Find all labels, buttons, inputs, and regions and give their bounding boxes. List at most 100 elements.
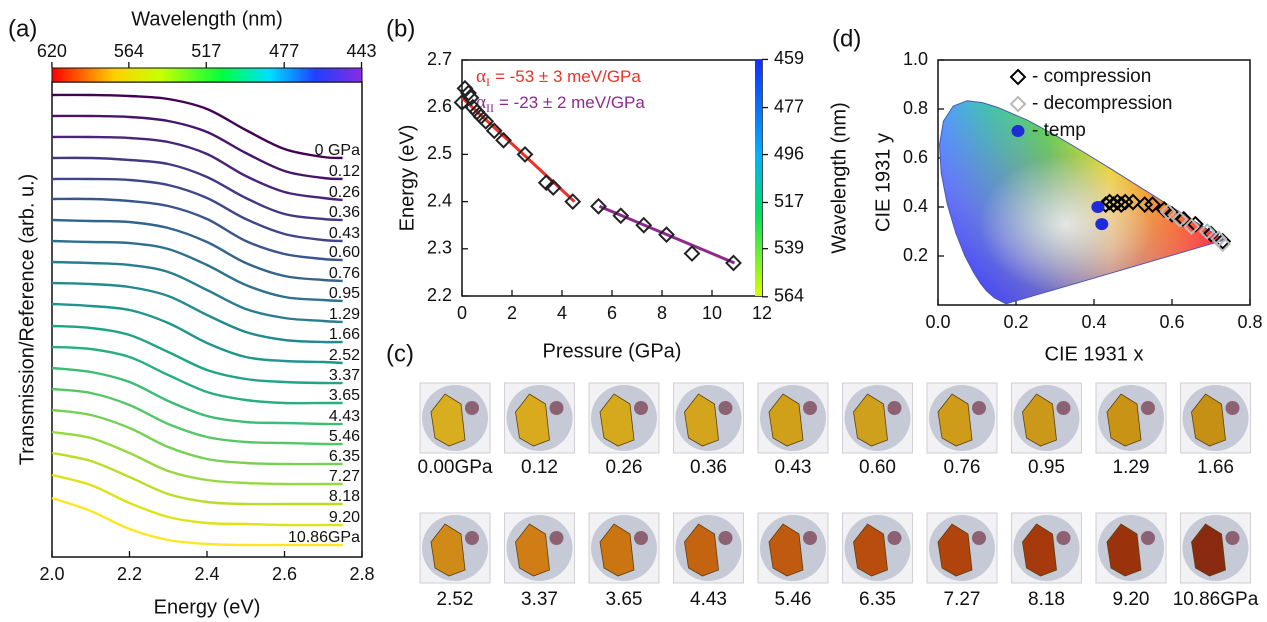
sample-photo: [1011, 512, 1082, 584]
fit-symbol: α: [476, 66, 486, 87]
fit-line: [598, 204, 736, 265]
data-point: [1163, 205, 1181, 223]
fit-text: = -53 ± 3 meV/GPa: [495, 67, 641, 86]
photo-caption: 9.20: [1113, 589, 1150, 610]
spectrum-line: [51, 451, 343, 506]
data-point: [635, 216, 653, 234]
sample-photo: [757, 512, 829, 584]
ruby-marker: [803, 401, 817, 415]
legend-label: - decompression: [1032, 93, 1172, 114]
ruby-marker: [549, 401, 564, 415]
data-point: [1214, 232, 1232, 250]
series-label: 0 GPa: [315, 142, 360, 159]
y-tick-label: 2.5: [427, 143, 452, 163]
crystal: [768, 393, 804, 447]
ruby-marker: [1141, 531, 1155, 545]
crystal: [768, 523, 804, 577]
sample-photo: [1180, 382, 1251, 454]
spectrum-line: [51, 408, 343, 466]
spectrum-line: [51, 345, 343, 405]
sample-photo: [757, 382, 829, 454]
spectrum-line: [51, 135, 343, 202]
photo-caption: 0.76: [944, 457, 981, 478]
spectrum-line: [51, 387, 343, 446]
series-label: 1.29: [329, 306, 360, 323]
panel-label: (c): [386, 340, 414, 367]
photo-caption: 4.43: [690, 589, 727, 610]
right-tick-label: 539: [774, 237, 804, 257]
data-point: [1186, 215, 1204, 233]
color-bar: [51, 67, 363, 83]
sample-photo: [504, 382, 575, 454]
data-point: [725, 254, 742, 272]
data-point: [1214, 235, 1232, 253]
y-axis-title: Transmission/Reference (arb. u.): [16, 174, 38, 466]
data-point: [564, 193, 582, 211]
series-label: 0.12: [329, 163, 360, 180]
crystal: [684, 523, 719, 577]
photo-caption: 3.65: [606, 589, 643, 610]
x-tick-label: 2.0: [39, 564, 64, 584]
right-tick-label: 517: [774, 191, 804, 211]
series-label: 7.27: [329, 468, 360, 485]
fit-text: = -23 ± 2 meV/GPa: [499, 93, 645, 112]
sample-photo: [1011, 382, 1082, 454]
sample-photo: [673, 382, 744, 454]
photo-caption: 6.35: [859, 589, 896, 610]
data-point: [477, 112, 495, 130]
photo-caption: 2.52: [437, 589, 474, 610]
data-point: [1095, 218, 1109, 231]
data-point: [460, 84, 477, 102]
sample-photo: [926, 382, 998, 454]
legend-label: - temp: [1032, 120, 1086, 141]
data-point: [537, 174, 555, 192]
y-tick-label: 0.8: [903, 98, 928, 118]
spectrum-line: [51, 430, 343, 486]
sample-photo: [504, 512, 575, 584]
photo-caption: 0.36: [690, 457, 727, 478]
y-axis-title: Energy (eV): [396, 125, 418, 232]
ruby-marker: [1056, 401, 1071, 415]
top-axis-title: Wavelength (nm): [131, 8, 283, 30]
photo-caption: 7.27: [944, 589, 981, 610]
spectrum-line: [51, 197, 343, 262]
x-tick-label: 8: [657, 303, 667, 323]
series-label: 0.95: [329, 285, 360, 302]
data-point: [1108, 193, 1126, 211]
ruby-marker: [972, 531, 986, 545]
crystal: [599, 393, 635, 447]
data-point: [1159, 203, 1177, 221]
spectrum-line: [51, 156, 343, 222]
sample-photo: [419, 382, 491, 454]
data-point: [658, 226, 675, 244]
crystal: [430, 523, 466, 577]
data-point: [544, 179, 562, 196]
ruby-marker: [549, 531, 564, 545]
fit-symbol: α: [476, 92, 486, 113]
series-label: 0.60: [329, 244, 360, 261]
ruby-marker: [972, 401, 986, 415]
sample-photo: [419, 512, 491, 584]
x-tick-label: 0: [457, 303, 467, 323]
ruby-marker: [887, 531, 902, 545]
photo-caption: 0.26: [606, 457, 643, 478]
crystal: [937, 523, 973, 577]
spectrum-line: [51, 366, 343, 426]
spectrum-line: [51, 302, 343, 365]
series-label: 4.43: [329, 408, 360, 425]
data-point: [1124, 193, 1142, 211]
y-tick-label: 2.7: [427, 49, 452, 69]
data-point: [590, 197, 607, 215]
x-tick-label: 0.2: [1003, 312, 1028, 332]
series-label: 0.43: [329, 225, 360, 242]
data-point: [1183, 218, 1200, 236]
top-tick-label: 517: [191, 41, 221, 61]
crystal: [1022, 393, 1057, 447]
spectrum-line: [51, 324, 343, 385]
series-label: 3.65: [329, 387, 360, 404]
x-tick-label: 4: [557, 303, 567, 323]
data-point: [1198, 223, 1216, 240]
data-point: [1155, 201, 1173, 218]
top-tick-label: 620: [37, 41, 67, 61]
spectrum-line: [51, 260, 343, 324]
